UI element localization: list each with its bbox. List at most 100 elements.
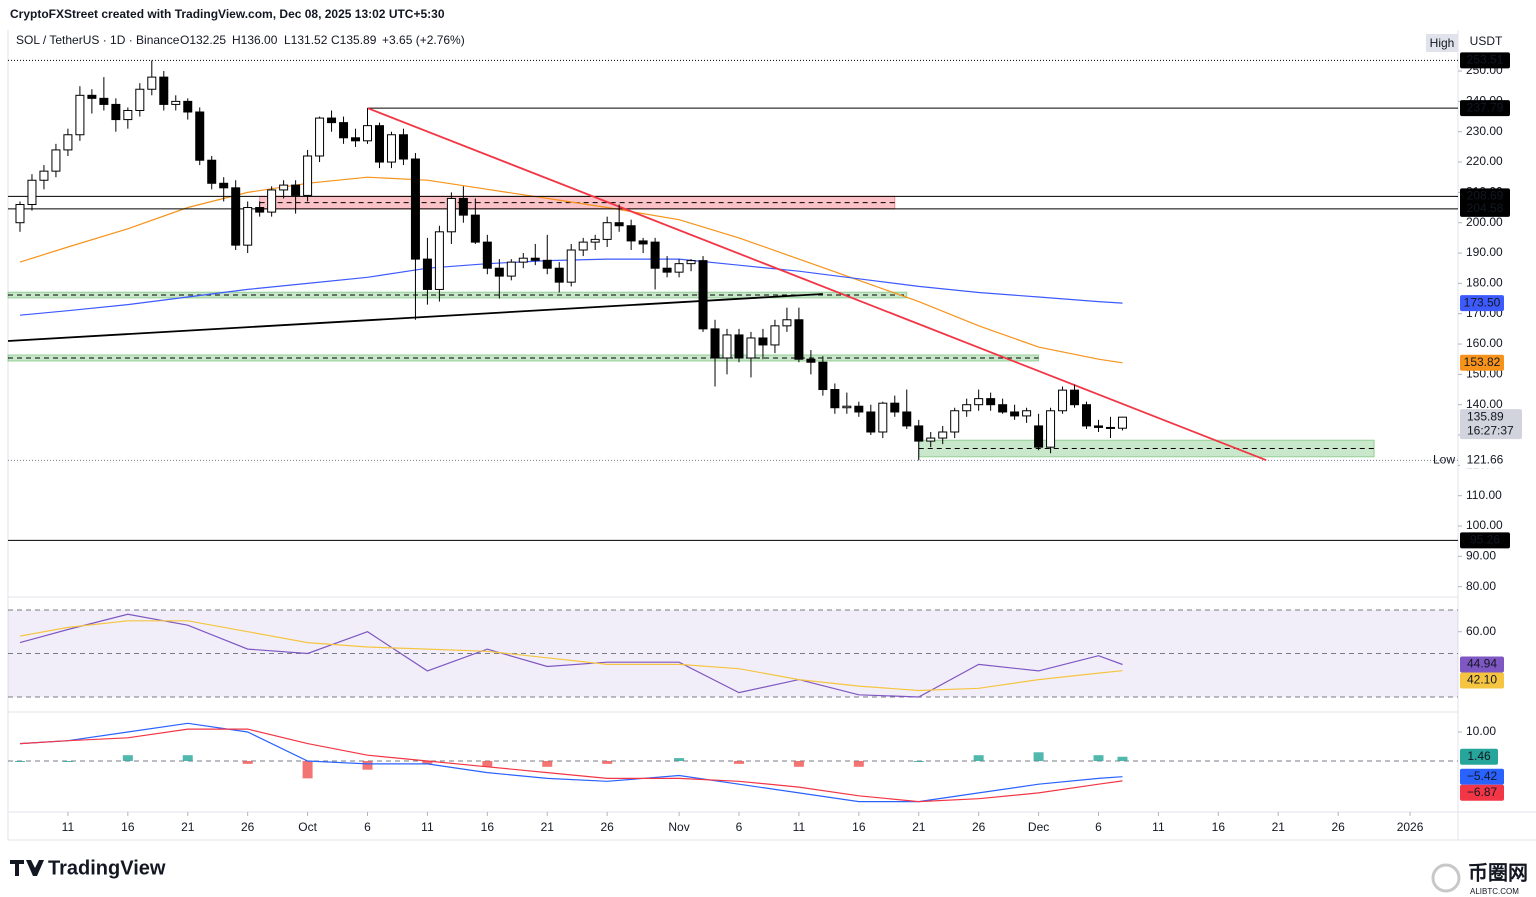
- candle-body: [446, 197, 456, 233]
- candle-body: [758, 337, 768, 346]
- x-tick-label: 6: [736, 820, 743, 834]
- candle-body: [15, 204, 25, 224]
- credit: CryptoFXStreet created with TradingView.…: [10, 7, 445, 21]
- y-tick-label: 190.00: [1466, 245, 1503, 259]
- candle-body: [818, 361, 828, 391]
- candle-body: [890, 402, 900, 413]
- macd-histogram-bar: [973, 755, 984, 761]
- ohlc-low: L131.52: [284, 33, 328, 47]
- candle-body: [374, 125, 384, 163]
- candle-body: [51, 149, 61, 172]
- candle-body: [506, 261, 516, 277]
- candle-body: [662, 267, 672, 273]
- candle-body: [878, 402, 888, 433]
- macd-histogram-bar: [1093, 755, 1104, 761]
- last-price-box: [1460, 409, 1522, 440]
- ohlc-open: O132.25: [180, 33, 226, 47]
- series-value-label: 153.82: [1464, 355, 1501, 369]
- ohlc-high: H136.00: [232, 33, 278, 47]
- macd-histogram-bar: [62, 760, 73, 762]
- candle-body: [854, 405, 864, 413]
- candle-body: [902, 411, 912, 427]
- x-tick-label: 11: [1152, 820, 1165, 834]
- x-tick-label: Dec: [1028, 820, 1049, 834]
- candle-body: [63, 134, 73, 151]
- y-tick-label: 10.00: [1466, 724, 1496, 738]
- series-value-label-box: [1460, 768, 1504, 785]
- macd-histogram-bar: [853, 760, 864, 767]
- candle-body: [1105, 426, 1115, 429]
- histogram-value-label: 1.46: [1467, 749, 1491, 763]
- y-tick-label: 80.00: [1466, 579, 1496, 593]
- macd-histogram-bar: [602, 760, 613, 764]
- candle-body: [315, 117, 325, 157]
- candle-body: [75, 94, 85, 136]
- countdown: 16:27:37: [1467, 423, 1514, 437]
- candle-body: [1070, 389, 1080, 406]
- series-value-label-box: [1460, 784, 1504, 801]
- x-tick-label: 26: [241, 820, 255, 834]
- y-tick-label: 100.00: [1466, 518, 1503, 532]
- series-value-label: −6.87: [1467, 785, 1498, 799]
- candle-body: [183, 100, 193, 113]
- candle-body: [219, 182, 229, 189]
- level-price-label: 121.66: [1467, 452, 1504, 466]
- y-tick-label: 180.00: [1466, 276, 1503, 290]
- candle-body: [1010, 411, 1020, 417]
- candle-body: [710, 328, 720, 359]
- candle-body: [566, 249, 576, 283]
- candle-body: [303, 155, 313, 196]
- x-tick-label: 26: [600, 820, 614, 834]
- y-tick-label: 110.00: [1466, 488, 1502, 502]
- macd-histogram-bar: [542, 760, 553, 767]
- candle-body: [39, 170, 49, 181]
- watermark: 币圈网: [1468, 861, 1528, 884]
- candle-body: [614, 222, 624, 227]
- macd-histogram-bar: [733, 760, 744, 764]
- trendline: [367, 107, 1267, 462]
- candle-body: [914, 425, 924, 442]
- indicator-line: [19, 613, 1123, 698]
- x-tick-label: 16: [121, 820, 135, 834]
- candle-body: [231, 187, 241, 246]
- y-tick-label: 220.00: [1466, 154, 1503, 168]
- x-tick-label: Oct: [298, 820, 317, 834]
- candle-body: [794, 319, 804, 360]
- brand: TradingView: [48, 857, 166, 879]
- candle-body: [291, 184, 301, 196]
- indicator-line: [19, 620, 1123, 692]
- candle-body: [1022, 410, 1032, 417]
- candle-body: [650, 241, 660, 269]
- level-price-label-box: [1460, 52, 1510, 69]
- level-price-label: 237.79: [1467, 100, 1504, 114]
- candle-body: [590, 238, 600, 243]
- macd-histogram-bar: [913, 760, 924, 762]
- x-tick-label: 16: [1212, 820, 1226, 834]
- candle-body: [482, 241, 492, 269]
- histogram-value-label-box: [1460, 748, 1498, 765]
- level-price-label: 204.58: [1467, 201, 1504, 215]
- x-tick-label: 2026: [1397, 820, 1424, 834]
- change: +3.65 (+2.76%): [382, 33, 465, 47]
- candle-body: [195, 111, 205, 161]
- series-value-label: 42.10: [1467, 673, 1497, 687]
- level-price-label-box: [1460, 532, 1510, 549]
- candle-body: [686, 260, 696, 265]
- level-price-label: 253.51: [1467, 53, 1504, 67]
- candle-body: [351, 137, 361, 142]
- series-value-label-box: [1460, 295, 1504, 312]
- candle-body: [518, 257, 528, 263]
- candle-body: [638, 240, 648, 245]
- high-tag: High: [1430, 36, 1455, 50]
- logo-mark: [10, 860, 44, 876]
- x-tick-label: 6: [1095, 820, 1102, 834]
- candle-body: [830, 389, 840, 409]
- macd-histogram-bar: [302, 760, 313, 779]
- y-tick-label: 160.00: [1466, 336, 1503, 350]
- series-value-label-box: [1460, 656, 1504, 673]
- candle-body: [243, 207, 253, 246]
- macd-histogram-bar: [362, 760, 373, 770]
- candle-body: [998, 404, 1008, 413]
- candle-body: [458, 197, 468, 216]
